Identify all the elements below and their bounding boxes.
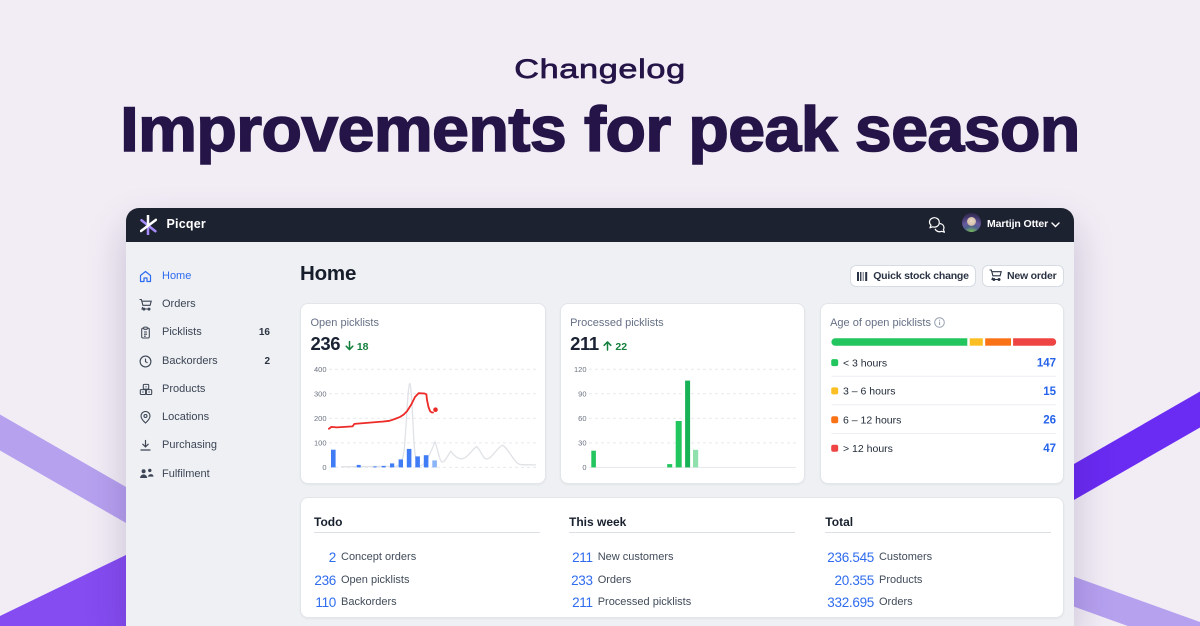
svg-text:200: 200 — [314, 414, 327, 423]
svg-text:147: 147 — [1036, 358, 1055, 370]
svg-text:30: 30 — [578, 439, 586, 448]
svg-text:400: 400 — [314, 365, 327, 374]
svg-text:6 – 12 hours: 6 – 12 hours — [843, 415, 901, 427]
svg-text:300: 300 — [314, 390, 327, 399]
svg-text:47: 47 — [1043, 443, 1056, 455]
svg-text:90: 90 — [578, 390, 586, 399]
svg-text:0: 0 — [322, 463, 326, 472]
svg-text:0: 0 — [582, 463, 586, 472]
svg-text:> 12 hours: > 12 hours — [843, 443, 893, 455]
svg-text:15: 15 — [1043, 386, 1056, 398]
svg-text:100: 100 — [314, 439, 327, 448]
svg-text:3 – 6 hours: 3 – 6 hours — [843, 386, 896, 398]
svg-text:< 3 hours: < 3 hours — [843, 357, 887, 369]
svg-text:60: 60 — [578, 414, 586, 423]
svg-text:26: 26 — [1043, 415, 1056, 427]
svg-text:120: 120 — [574, 365, 587, 374]
